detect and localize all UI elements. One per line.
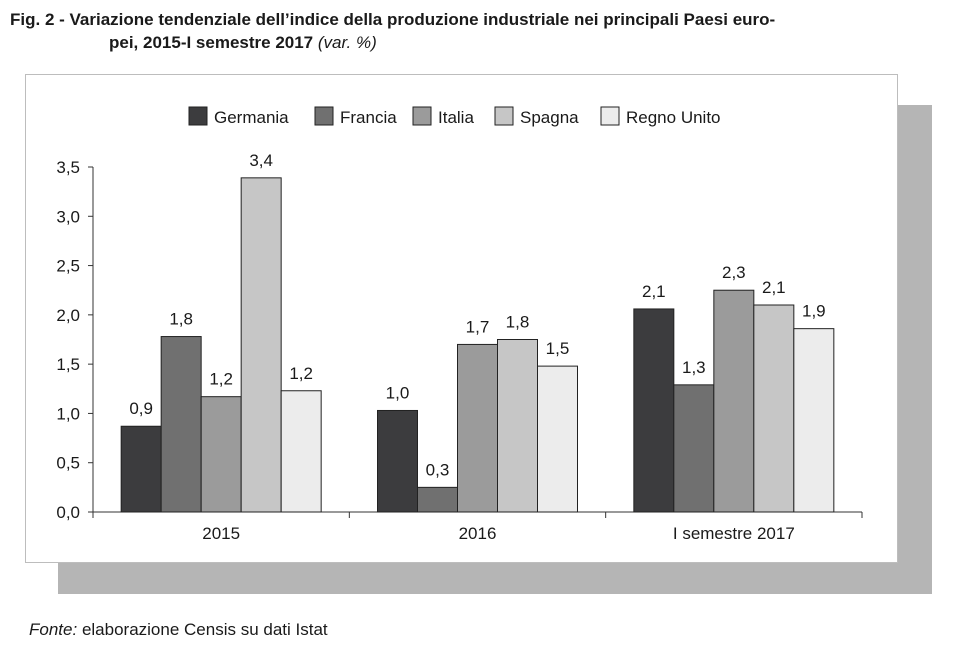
- data-label: 1,9: [802, 302, 826, 321]
- legend-label: Regno Unito: [626, 108, 721, 127]
- legend-label: Germania: [214, 108, 289, 127]
- bar: [377, 409, 418, 513]
- bar: [240, 177, 282, 513]
- y-tick-label: 3,0: [56, 207, 80, 226]
- bar: [633, 308, 675, 513]
- bar: [280, 390, 322, 513]
- bar: [497, 339, 538, 513]
- legend-label: Italia: [438, 108, 474, 127]
- data-label: 2,1: [762, 278, 786, 297]
- y-tick-label: 3,5: [56, 158, 80, 177]
- source-note: Fonte: elaborazione Censis su dati Istat: [29, 620, 328, 640]
- bar: [200, 396, 242, 513]
- data-label: 1,8: [506, 313, 530, 332]
- legend-swatch: [412, 106, 432, 126]
- y-tick-label: 1,0: [56, 404, 80, 423]
- legend-label: Spagna: [520, 108, 579, 127]
- legend-swatch: [600, 106, 620, 126]
- caption-unit: (var. %): [317, 33, 377, 52]
- caption-title-line1: Variazione tendenziale dell’indice della…: [69, 10, 776, 29]
- figure-caption: Fig. 2 - Variazione tendenziale dell’ind…: [10, 8, 960, 54]
- data-label: 2,1: [642, 282, 666, 301]
- data-label: 0,9: [129, 399, 153, 418]
- bar: [160, 336, 202, 513]
- data-label: 1,5: [546, 339, 570, 358]
- bar: [793, 328, 835, 513]
- bar: [537, 365, 578, 513]
- data-label: 1,3: [682, 358, 706, 377]
- bar: [120, 425, 162, 513]
- x-category-label: 2016: [459, 524, 497, 543]
- bar: [713, 289, 755, 513]
- source-text: elaborazione Censis su dati Istat: [81, 620, 328, 639]
- y-tick-label: 0,0: [56, 503, 80, 522]
- legend-swatch: [188, 106, 208, 126]
- data-label: 0,3: [426, 460, 450, 479]
- data-label: 3,4: [249, 151, 273, 170]
- bar: [753, 304, 795, 513]
- data-label: 1,7: [466, 317, 490, 336]
- data-label: 1,8: [169, 310, 193, 329]
- data-label: 1,0: [386, 383, 410, 402]
- source-label: Fonte:: [29, 620, 78, 639]
- y-tick-label: 1,5: [56, 355, 80, 374]
- x-category-label: 2015: [202, 524, 240, 543]
- bar: [457, 343, 498, 513]
- legend-swatch: [494, 106, 514, 126]
- y-tick-label: 2,0: [56, 306, 80, 325]
- x-category-label: I semestre 2017: [673, 524, 795, 543]
- caption-prefix: Fig. 2 -: [10, 10, 65, 29]
- data-label: 1,2: [209, 370, 233, 389]
- data-label: 2,3: [722, 263, 746, 282]
- y-tick-label: 2,5: [56, 257, 80, 276]
- bar: [417, 486, 458, 513]
- legend-swatch: [314, 106, 334, 126]
- bar: [673, 384, 715, 513]
- y-tick-label: 0,5: [56, 454, 80, 473]
- data-label: 1,2: [289, 364, 313, 383]
- legend-label: Francia: [340, 108, 397, 127]
- caption-title-line2: pei, 2015-I semestre 2017: [109, 33, 314, 52]
